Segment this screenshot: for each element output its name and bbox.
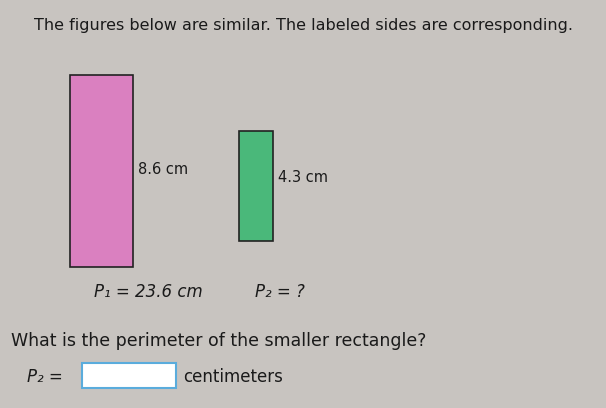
Bar bbox=[82, 363, 176, 388]
Text: centimeters: centimeters bbox=[183, 368, 283, 386]
Text: P₁ = 23.6 cm: P₁ = 23.6 cm bbox=[94, 283, 202, 301]
Text: 8.6 cm: 8.6 cm bbox=[138, 162, 188, 177]
Text: P₂ = ?: P₂ = ? bbox=[255, 283, 304, 301]
Bar bbox=[239, 131, 273, 241]
Text: 4.3 cm: 4.3 cm bbox=[278, 170, 328, 185]
Text: The figures below are similar. The labeled sides are corresponding.: The figures below are similar. The label… bbox=[33, 18, 573, 33]
Bar bbox=[70, 75, 133, 267]
Text: What is the perimeter of the smaller rectangle?: What is the perimeter of the smaller rec… bbox=[11, 332, 426, 350]
Text: P₂ =: P₂ = bbox=[27, 368, 63, 386]
